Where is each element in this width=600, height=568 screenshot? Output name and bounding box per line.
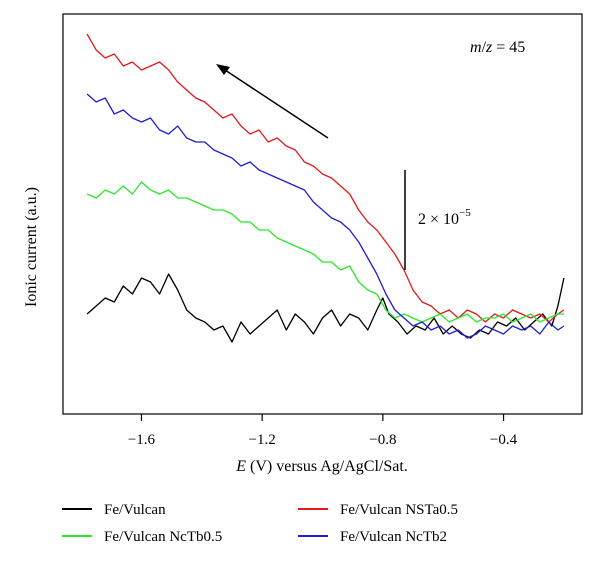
scale-bar-label: 2 × 10−5 bbox=[418, 207, 471, 228]
x-tick-label-3: −0.8 bbox=[369, 432, 396, 448]
x-tick-label-4: −0.4 bbox=[490, 432, 518, 448]
legend-label-4: Fe/Vulcan NcTb2 bbox=[340, 529, 447, 545]
legend: Fe/Vulcan Fe/Vulcan NSTa0.5 Fe/Vulcan NcTb… bbox=[62, 502, 458, 545]
series-line-2 bbox=[86, 33, 565, 323]
plot-frame bbox=[62, 13, 583, 415]
series-line-3 bbox=[86, 181, 564, 323]
series-line-1 bbox=[86, 273, 565, 343]
legend-label-1: Fe/Vulcan bbox=[104, 502, 166, 518]
x-ticks: −1.6 −1.2 −0.8 −0.4 bbox=[128, 414, 518, 448]
series-line-4 bbox=[86, 93, 565, 339]
series-lines bbox=[86, 33, 565, 343]
sweep-direction-arrow bbox=[216, 64, 329, 139]
x-axis-label: E (V) versus Ag/AgCl/Sat. bbox=[235, 458, 408, 475]
mz-annotation: m/z = 45 bbox=[470, 39, 525, 56]
x-tick-label-1: −1.6 bbox=[128, 432, 156, 448]
x-tick-label-2: −1.2 bbox=[249, 432, 276, 448]
legend-label-3: Fe/Vulcan NcTb0.5 bbox=[104, 529, 222, 545]
legend-label-2: Fe/Vulcan NSTa0.5 bbox=[340, 502, 458, 518]
y-axis-label: Ionic current (a.u.) bbox=[23, 187, 40, 307]
plot-area-border bbox=[62, 13, 583, 415]
